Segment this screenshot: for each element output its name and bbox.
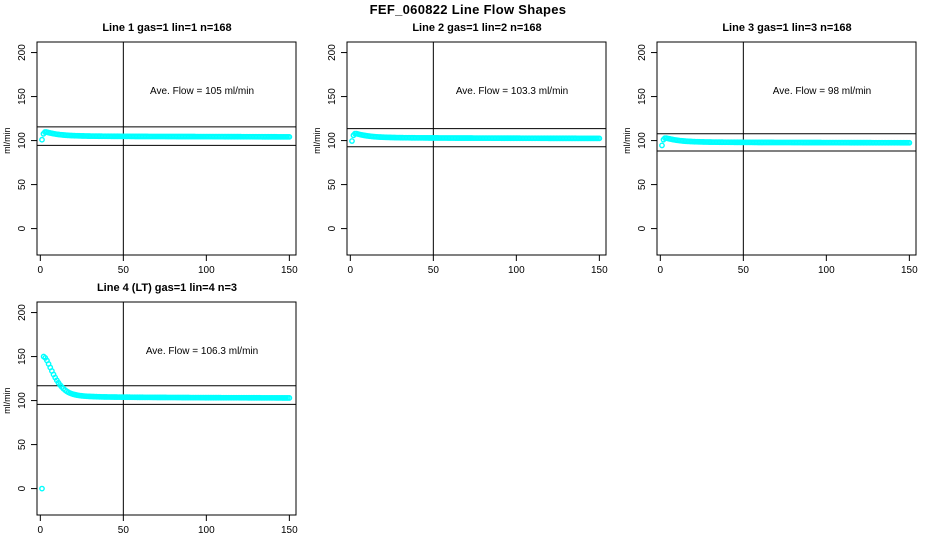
- x-tick-label: 100: [508, 265, 525, 276]
- x-tick-label: 50: [118, 265, 130, 276]
- outlier-point-marker: [39, 485, 45, 492]
- y-tick-label: 150: [17, 348, 28, 365]
- y-tick-label: 100: [17, 392, 28, 409]
- y-tick-label: 100: [327, 132, 338, 149]
- y-tick-label: 50: [637, 179, 648, 191]
- panel-line-4: 0 50 100 150 0 50 100 150 200 ml/min Line 4 (LT) …: [0, 278, 315, 540]
- plot-area-line-1: 0 50 100 150 0 50 100 150 200 ml/min: [2, 41, 298, 276]
- y-axis-label: ml/min: [2, 127, 12, 154]
- panel-title-line-1: Line 1 gas=1 lin=1 n=168: [102, 22, 232, 34]
- data-point-marker: [286, 133, 293, 140]
- x-tick-label: 150: [901, 265, 918, 276]
- y-tick-label: 0: [327, 225, 338, 231]
- y-tick-label: 0: [17, 225, 28, 231]
- y-tick-label: 0: [637, 225, 648, 231]
- plot-box: [36, 41, 297, 256]
- plot-box: [36, 301, 297, 516]
- x-tick-label: 100: [198, 525, 215, 536]
- x-tick-label: 0: [348, 265, 354, 276]
- y-tick-label: 150: [327, 88, 338, 105]
- ave-flow-annotation-line-2: Ave. Flow = 103.3 ml/min: [455, 86, 569, 97]
- y-tick-label: 150: [17, 88, 28, 105]
- page-title: FEF_060822 Line Flow Shapes: [369, 2, 567, 17]
- y-tick-label: 150: [637, 88, 648, 105]
- data-point-marker: [659, 142, 665, 149]
- y-tick-label: 50: [17, 179, 28, 191]
- y-tick-label: 200: [17, 304, 28, 321]
- plot-area-line-4: 0 50 100 150 0 50 100 150 200 ml/min: [2, 301, 298, 536]
- plot-area-line-2: 0 50 100 150 0 50 100 150 200 ml/min: [312, 41, 608, 276]
- x-tick-label: 150: [281, 265, 298, 276]
- data-point-marker: [596, 135, 603, 142]
- y-tick-label: 0: [17, 485, 28, 491]
- x-tick-label: 50: [118, 525, 130, 536]
- y-tick-label: 100: [637, 132, 648, 149]
- y-tick-label: 50: [17, 439, 28, 451]
- x-tick-label: 50: [738, 265, 750, 276]
- ave-flow-annotation-line-1: Ave. Flow = 105 ml/min: [149, 86, 255, 97]
- y-tick-label: 200: [637, 44, 648, 61]
- y-tick-label: 50: [327, 179, 338, 191]
- plot-box: [346, 41, 607, 256]
- panel-title-line-3: Line 3 gas=1 lin=3 n=168: [722, 22, 852, 34]
- x-tick-label: 50: [428, 265, 440, 276]
- x-tick-label: 0: [38, 525, 44, 536]
- y-axis-label: ml/min: [312, 127, 322, 154]
- x-tick-label: 0: [658, 265, 664, 276]
- y-tick-label: 100: [17, 132, 28, 149]
- x-tick-label: 100: [818, 265, 835, 276]
- panel-title-line-4: Line 4 (LT) gas=1 lin=4 n=3: [96, 282, 238, 294]
- ave-flow-annotation-line-4: Ave. Flow = 106.3 ml/min: [145, 346, 259, 357]
- y-tick-label: 200: [17, 44, 28, 61]
- data-point-marker: [39, 136, 45, 143]
- y-axis-label: ml/min: [2, 387, 12, 414]
- ave-flow-annotation-line-3: Ave. Flow = 98 ml/min: [772, 86, 872, 97]
- data-point-marker: [286, 395, 293, 401]
- plot-box: [656, 41, 917, 256]
- data-point-marker: [906, 139, 913, 146]
- y-tick-label: 200: [327, 44, 338, 61]
- x-tick-label: 0: [38, 265, 44, 276]
- plot-area-line-3: 0 50 100 150 0 50 100 150 200 ml/min: [622, 41, 918, 276]
- panel-line-2: 0 50 100 150 0 50 100 150 200 ml/min Line 2 gas=1…: [310, 18, 625, 280]
- panel-line-1: 0 50 100 150 0 50 100 150 200 ml/min Line 1 gas=1…: [0, 18, 315, 280]
- panel-title-line-2: Line 2 gas=1 lin=2 n=168: [412, 22, 542, 34]
- x-tick-label: 150: [281, 525, 298, 536]
- x-tick-label: 100: [198, 265, 215, 276]
- data-point-marker: [349, 138, 355, 144]
- x-tick-label: 150: [591, 265, 608, 276]
- y-axis-label: ml/min: [622, 127, 632, 154]
- panel-line-3: 0 50 100 150 0 50 100 150 200 ml/min Line 3 gas=1…: [620, 18, 935, 280]
